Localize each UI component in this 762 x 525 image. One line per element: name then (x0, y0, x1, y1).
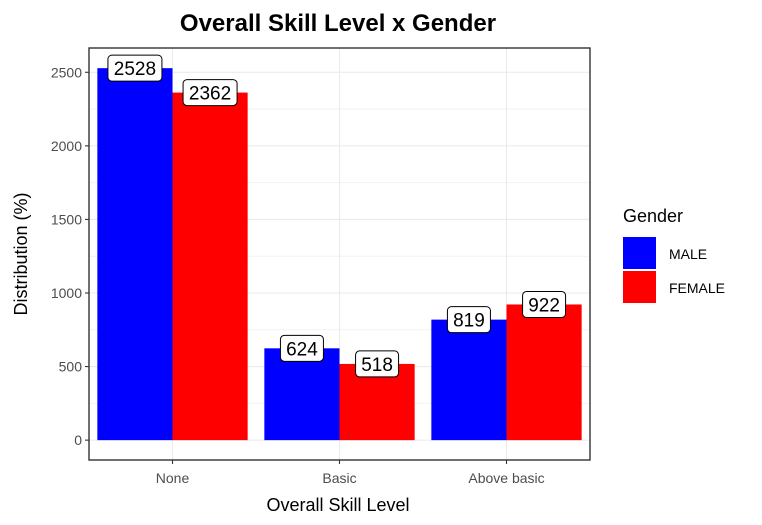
legend: Gender MALE FEMALE (623, 206, 725, 303)
data-label-box (446, 306, 491, 334)
data-label: 2528 (114, 59, 156, 80)
data-label: 922 (528, 295, 560, 316)
legend-key-male (623, 237, 656, 269)
legend-key-female (623, 271, 656, 303)
data-label: 2362 (189, 84, 231, 105)
y-tick-label: 0 (74, 432, 82, 448)
x-tick-label: None (156, 470, 190, 486)
y-tick-label: 1500 (51, 211, 82, 227)
bar-male (431, 319, 507, 441)
y-tick-label: 500 (59, 359, 83, 375)
data-label-box (279, 334, 324, 362)
chart-title: Overall Skill Level x Gender (180, 10, 496, 37)
x-axis-title: Overall Skill Level (266, 495, 409, 515)
y-axis-title: Distribution (%) (11, 192, 31, 315)
y-tick-label: 1000 (51, 285, 82, 301)
legend-label: FEMALE (669, 280, 725, 296)
x-tick-label: Basic (322, 470, 356, 486)
data-label-box (107, 54, 163, 82)
x-tick-label: Above basic (468, 470, 544, 486)
data-label: 624 (286, 339, 318, 360)
y-tick-label: 2000 (51, 138, 82, 154)
data-label-box (182, 79, 238, 107)
plot-area: 2528 2362 624 518 819 922 0 500 1000 1500 2000 2500… (51, 47, 591, 486)
data-label: 518 (361, 355, 393, 376)
legend-title: Gender (623, 206, 683, 226)
data-label: 819 (453, 311, 485, 332)
y-tick-label: 2500 (51, 64, 82, 80)
legend-label: MALE (669, 246, 707, 262)
data-label-box (522, 290, 567, 318)
bar-female (506, 304, 582, 441)
bar-female (172, 92, 248, 441)
data-label-box (355, 350, 400, 378)
bar-male (264, 348, 340, 441)
bar-male (97, 68, 173, 441)
